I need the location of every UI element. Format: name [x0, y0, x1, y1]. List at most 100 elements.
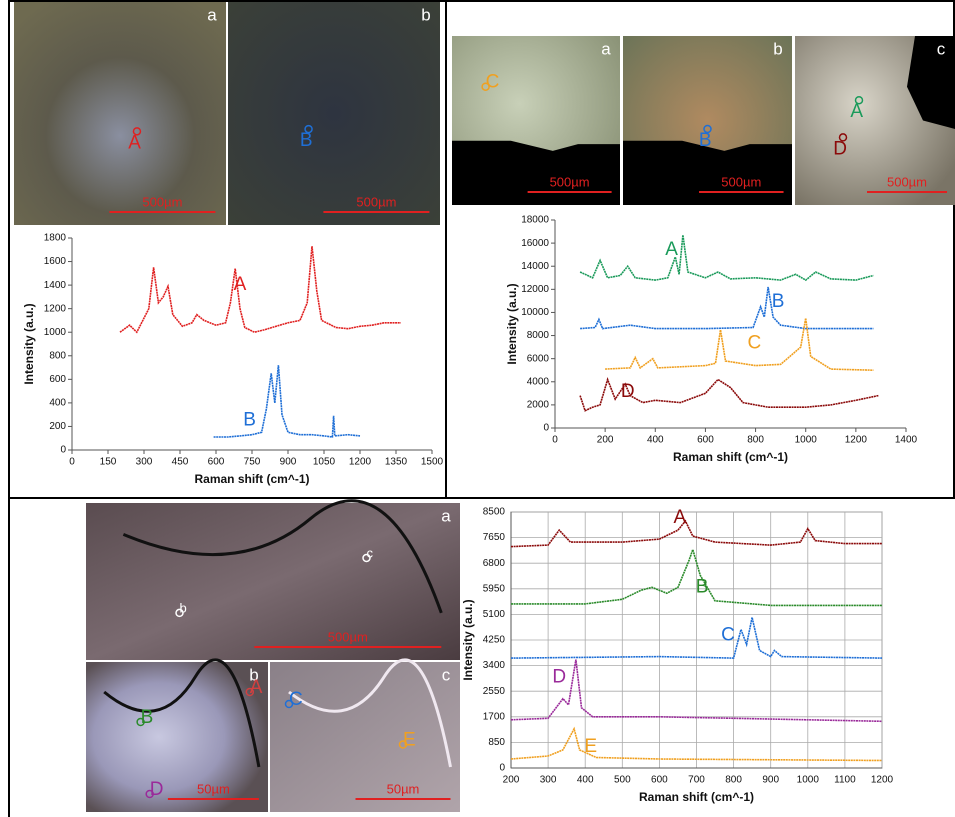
y-tick-label: 4000: [527, 376, 550, 387]
y-tick-label: 1700: [483, 711, 506, 722]
y-tick-label: 10000: [521, 307, 549, 318]
point-label: D: [833, 138, 847, 159]
y-tick-label: 850: [488, 737, 505, 748]
x-tick-label: 400: [577, 775, 594, 786]
x-tick-label: 1200: [845, 435, 868, 446]
x-tick-label: 900: [280, 457, 297, 468]
x-tick-label: 1050: [313, 457, 336, 468]
y-tick-label: 1200: [44, 303, 67, 314]
point-label: E: [403, 730, 416, 751]
y-axis-title: Intensity (a.u.): [461, 599, 475, 680]
spectrum-line: [120, 246, 401, 332]
panel-label: a: [441, 506, 451, 525]
x-tick-label: 450: [172, 457, 189, 468]
x-axis-title: Raman shift (cm^-1): [194, 472, 309, 486]
series-label: B: [772, 291, 785, 312]
y-tick-label: 1000: [44, 327, 67, 338]
x-tick-label: 150: [100, 457, 117, 468]
x-tick-label: 200: [503, 775, 520, 786]
chart: 0850170025503400425051005950680076508500…: [461, 507, 893, 805]
y-tick-label: 3400: [483, 660, 506, 671]
x-tick-label: 1200: [871, 775, 894, 786]
y-tick-label: 14000: [521, 261, 549, 272]
point-label: c: [367, 545, 374, 560]
panel-label: b: [421, 5, 430, 24]
micrograph: [14, 2, 226, 225]
x-tick-label: 300: [540, 775, 557, 786]
y-tick-label: 400: [49, 398, 66, 409]
y-axis-title: Intensity (a.u.): [22, 303, 36, 384]
series-label: B: [696, 576, 709, 597]
series-label: A: [673, 507, 686, 528]
series-label: C: [721, 624, 735, 645]
scale-label: 500µm: [142, 194, 182, 209]
y-axis-title: Intensity (a.u.): [505, 283, 519, 364]
mask-region: [452, 141, 620, 205]
panel-label: b: [773, 39, 782, 58]
x-tick-label: 600: [651, 775, 668, 786]
x-tick-label: 1000: [795, 435, 818, 446]
figure: aA500µmbB500µmaC500µmbB500µmcAD500µmabc5…: [0, 0, 955, 817]
y-tick-label: 16000: [521, 238, 549, 249]
x-tick-label: 400: [647, 435, 664, 446]
panel-label: c: [442, 665, 451, 684]
x-tick-label: 800: [747, 435, 764, 446]
x-tick-label: 900: [762, 775, 779, 786]
y-tick-label: 7650: [483, 532, 506, 543]
y-tick-label: 5100: [483, 609, 506, 620]
x-axis-title: Raman shift (cm^-1): [639, 790, 754, 804]
x-tick-label: 0: [552, 435, 558, 446]
series-label: A: [234, 274, 247, 295]
y-tick-label: 18000: [521, 215, 549, 226]
y-tick-label: 6000: [527, 353, 550, 364]
y-tick-label: 600: [49, 374, 66, 385]
y-tick-label: 200: [49, 421, 66, 432]
spectrum-line: [214, 365, 360, 437]
y-tick-label: 8500: [483, 507, 506, 518]
scale-label: 50µm: [387, 781, 420, 796]
point-label: C: [289, 689, 303, 710]
x-tick-label: 800: [725, 775, 742, 786]
point-label: C: [486, 72, 500, 93]
y-tick-label: 1600: [44, 256, 67, 267]
y-tick-label: 1800: [44, 233, 67, 244]
x-tick-label: 1500: [421, 457, 444, 468]
x-tick-label: 750: [244, 457, 261, 468]
panel-label: a: [207, 5, 217, 24]
micrograph: [86, 503, 460, 660]
scale-label: 500µm: [721, 174, 761, 189]
series-label: E: [584, 736, 597, 757]
y-tick-label: 5950: [483, 583, 506, 594]
y-tick-label: 800: [49, 350, 66, 361]
series-label: A: [665, 239, 678, 260]
x-tick-label: 1400: [895, 435, 918, 446]
scale-label: 500µm: [356, 194, 396, 209]
point-label: A: [250, 677, 263, 698]
point-label: b: [180, 600, 187, 615]
x-tick-label: 200: [597, 435, 614, 446]
x-tick-label: 1000: [797, 775, 820, 786]
series-label: D: [621, 381, 635, 402]
scale-label: 500µm: [550, 174, 590, 189]
micrograph: [228, 2, 440, 225]
point-label: B: [300, 130, 313, 151]
y-tick-label: 0: [60, 445, 66, 456]
micrograph: [270, 662, 460, 812]
scale-label: 500µm: [887, 174, 927, 189]
x-tick-label: 1200: [349, 457, 372, 468]
series-label: D: [552, 667, 566, 688]
y-tick-label: 6800: [483, 558, 506, 569]
x-tick-label: 700: [688, 775, 705, 786]
series-label: C: [747, 333, 761, 354]
y-tick-label: 0: [499, 763, 505, 774]
y-tick-label: 12000: [521, 284, 549, 295]
micrograph: [86, 662, 268, 812]
y-tick-label: 1400: [44, 280, 67, 291]
x-tick-label: 1350: [385, 457, 408, 468]
point-label: A: [850, 101, 863, 122]
spectrum-line: [580, 287, 873, 329]
x-tick-label: 1100: [834, 775, 856, 786]
chart: 0200040006000800010000120001400016000180…: [505, 215, 917, 465]
x-tick-label: 0: [69, 457, 75, 468]
